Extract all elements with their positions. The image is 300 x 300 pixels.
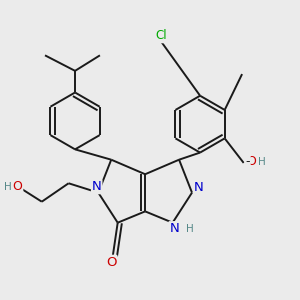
Text: -: -	[245, 155, 250, 168]
Text: H: H	[185, 224, 193, 233]
Text: O: O	[106, 256, 116, 268]
Text: N: N	[92, 180, 102, 193]
Text: O: O	[246, 155, 256, 168]
Text: N: N	[194, 181, 204, 194]
Text: H: H	[4, 182, 12, 192]
Text: O: O	[13, 180, 22, 193]
Text: N: N	[169, 222, 179, 235]
Text: H: H	[258, 157, 265, 167]
Text: Cl: Cl	[155, 29, 167, 43]
